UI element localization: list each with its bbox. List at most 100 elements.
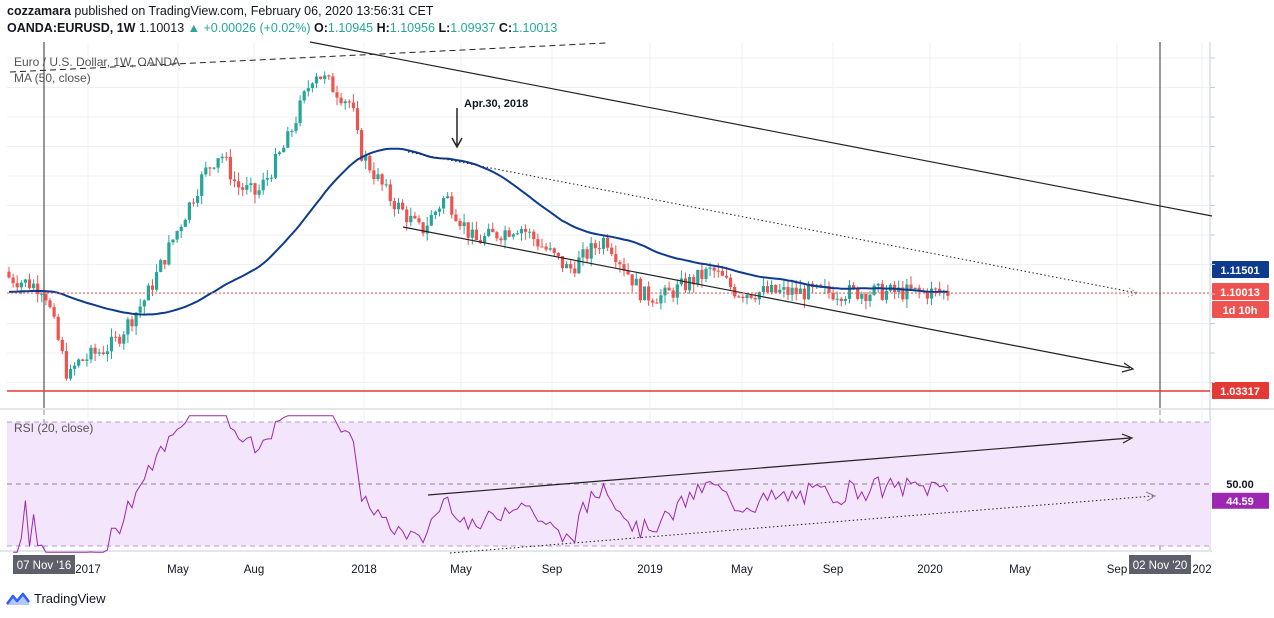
candle-body [142,300,146,307]
author-name[interactable]: cozzamara [7,4,71,18]
candle-body [847,285,852,299]
candle-body [265,177,269,180]
candle-body [290,130,294,132]
candle-body [856,287,860,299]
candle-body [204,167,208,175]
candle-body [450,196,454,215]
candle-body [437,208,442,212]
symbol-label: OANDA:EURUSD, 1W [7,21,136,35]
candle-body [511,234,515,237]
candle-body [675,284,679,298]
upper-channel-line [309,41,1213,217]
candles [7,71,950,381]
time-tick-label: May [1009,564,1031,576]
candle-body [114,336,118,338]
rsi-50-box [1212,476,1269,492]
countdown-label: 1d 10h [1223,305,1258,317]
candle-body [601,237,606,249]
candle-body [499,238,503,241]
candle-body [245,185,249,190]
candle-body [372,170,376,179]
candle-body [507,230,511,237]
time-tick-label: May [167,564,189,576]
candle-body [729,277,733,288]
candle-body [347,101,351,103]
candle-body [405,209,409,223]
candle-body [179,226,183,232]
candle-body [585,249,589,259]
candle-body [442,198,446,209]
candle-body [860,294,864,299]
candle-body [60,339,64,352]
candle-body [306,88,310,92]
symbol-ohlc-line: OANDA:EURUSD, 1W 1.10013 ▲ +0.00026 (+0.… [7,21,558,35]
candle-body [384,184,388,186]
candle-body [134,312,138,327]
rsi-band [7,421,1210,547]
tradingview-logo-icon [6,592,30,605]
candle-body [380,174,384,185]
candle-body [454,214,458,222]
candle-body [101,352,105,355]
brand-label[interactable]: TradingView [34,591,106,606]
candle-body [97,352,101,354]
ma-50-line [8,147,948,316]
candle-body [392,201,396,210]
rsi-upper-arrow-icon [1121,433,1134,444]
candle-body [560,256,565,269]
high-value: 1.10956 [389,21,435,35]
candle-body [187,202,191,220]
level-price-label-box [1212,382,1269,399]
candle-body [831,292,835,300]
candle-body [458,221,462,227]
time-tick-label: Aug [244,564,264,576]
moving-average [8,147,948,316]
candle-body [581,249,585,258]
candle-body [720,270,724,276]
rsi-value-label: 44.59 [1226,496,1254,508]
candle-body [589,243,593,259]
candle-body [109,336,114,352]
candle-body [196,196,200,203]
rsi-dotted-trend-line [449,495,1154,554]
time-tick-label: 2018 [351,564,377,576]
time-marker-box [13,555,75,574]
time-marker-box [1129,555,1191,574]
candle-body [396,202,401,210]
candle-body [81,359,85,361]
candle-body [634,278,638,286]
candle-body [540,246,544,248]
candle-body [774,284,778,293]
low-value: 1.09937 [450,21,496,35]
candle-body [93,347,97,354]
candle-body [544,246,548,250]
candle-body [638,278,642,301]
candle-body [503,230,507,241]
candle-body [77,359,81,366]
candle-body [126,319,130,335]
candle-body [938,288,942,293]
candle-body [208,167,212,169]
last-price-label-box [1212,283,1269,300]
candle-body [224,156,228,158]
candle-body [364,155,368,161]
candle-body [413,215,417,219]
candle-body [569,264,573,269]
candle-body [495,232,499,239]
candle-body [421,222,425,234]
candle-body [802,288,806,300]
candle-body [532,231,536,240]
candle-body [298,100,302,124]
candle-body [150,285,155,290]
candle-body [839,298,843,302]
candle-body [85,359,89,361]
candle-body [925,290,929,299]
countdown-label-box [1212,301,1269,318]
candle-body [659,295,663,304]
candle-body [614,254,618,263]
trend-drawings [7,41,1213,554]
last-price: 1.10013 [138,21,185,35]
candle-body [610,247,614,255]
candle-body [626,270,630,275]
